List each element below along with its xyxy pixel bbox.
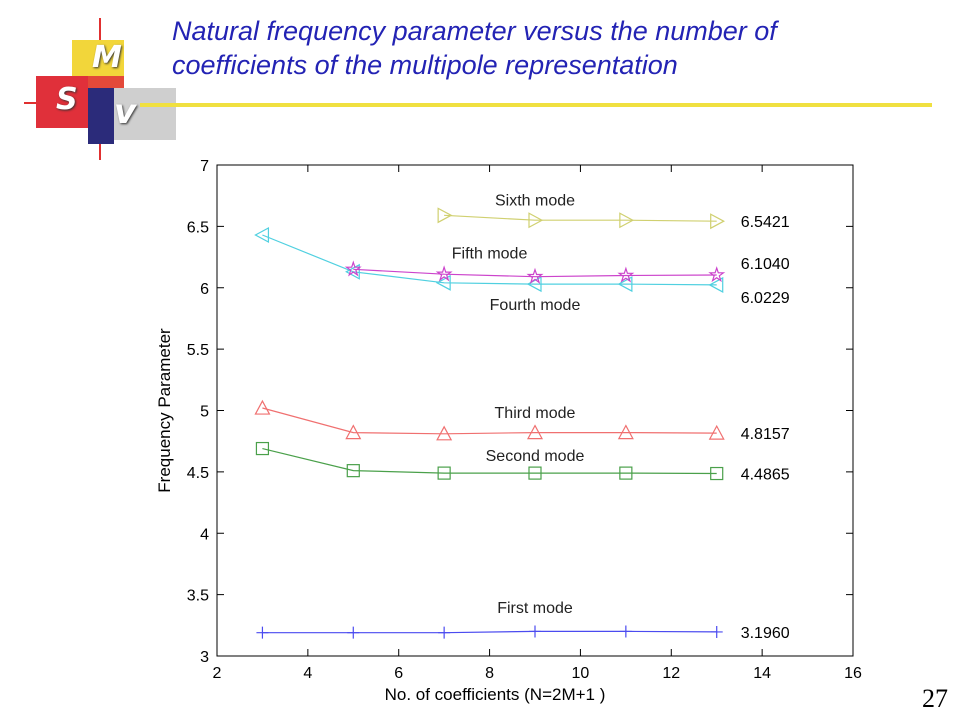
triangle-left-marker	[617, 276, 633, 293]
x-axis-label: No. of coefficients (N=2M+1 )	[385, 685, 606, 704]
triangle-left-marker	[435, 274, 451, 291]
square-marker	[528, 466, 542, 480]
square-marker	[619, 466, 633, 480]
slide-title-line-2: coefficients of the multipole representa…	[172, 50, 678, 80]
triangle-up-marker	[254, 399, 271, 415]
plus-marker	[347, 626, 360, 639]
y-tick-label: 3.5	[187, 588, 209, 605]
y-tick-label: 4	[200, 526, 209, 543]
series-line	[262, 407, 717, 435]
x-tick-label: 2	[213, 665, 222, 682]
frequency-chart: 2 4 6 8 10 12 14 16 3 3.5 4 4.5 5 5.5 6 6.5 7 First mode…	[155, 158, 862, 704]
y-tick-label: 7	[200, 158, 209, 175]
series-name-label: First mode	[497, 600, 573, 617]
star-marker	[617, 266, 635, 283]
triangle-up-marker	[617, 424, 634, 440]
triangle-right-marker	[619, 212, 635, 229]
star-marker	[435, 265, 453, 282]
star-marker	[526, 267, 544, 284]
x-tick-label: 6	[394, 665, 403, 682]
series-name-label: Sixth mode	[495, 193, 575, 210]
series-line	[262, 448, 717, 475]
x-tick-label: 10	[572, 665, 590, 682]
square-marker	[437, 466, 451, 480]
triangle-up-marker	[436, 425, 453, 441]
y-tick-label: 3	[200, 649, 209, 666]
x-tick-label: 4	[303, 665, 312, 682]
square-marker	[255, 441, 270, 456]
series-3	[254, 399, 725, 441]
plus-marker	[256, 626, 269, 639]
y-tick-label: 6.5	[187, 219, 209, 236]
msv-logo	[24, 18, 176, 160]
triangle-right-marker	[437, 207, 453, 224]
title-underline	[140, 103, 932, 107]
slide-title-line-1: Natural frequency parameter versus the n…	[172, 16, 777, 46]
series-2	[255, 441, 724, 481]
y-tick-label: 4.5	[187, 465, 209, 482]
chart-container: 2 4 6 8 10 12 14 16 3 3.5 4 4.5 5 5.5 6 6.5 7 First mode…	[125, 142, 874, 718]
logo-letter-v: V	[114, 92, 137, 132]
triangle-left-marker	[708, 276, 724, 293]
series-line	[262, 234, 717, 286]
triangle-left-marker	[254, 226, 270, 243]
triangle-right-marker	[528, 212, 544, 229]
x-tick-label: 14	[753, 665, 771, 682]
star-marker	[708, 266, 726, 283]
series-name-label: Third mode	[495, 405, 576, 422]
plus-marker	[619, 625, 632, 638]
end-value-label: 3.1960	[741, 625, 790, 642]
series-name-label: Second mode	[486, 448, 585, 465]
plus-marker	[710, 625, 723, 638]
slide-title: Natural frequency parameter versus the n…	[172, 14, 932, 82]
page-number: 27	[922, 684, 948, 713]
logo-letter-s: S	[56, 82, 78, 117]
end-value-label: 4.4865	[741, 467, 790, 484]
end-value-label: 4.8157	[741, 426, 790, 443]
triangle-up-marker	[345, 424, 362, 440]
x-tick-label: 16	[844, 665, 862, 682]
series-6	[437, 207, 725, 230]
y-axis-label: Frequency Parameter	[155, 328, 174, 493]
x-tick-label: 12	[662, 665, 680, 682]
y-tick-label: 5.5	[187, 342, 209, 359]
end-value-label: 6.1040	[741, 256, 790, 273]
series-name-label: Fourth mode	[490, 297, 581, 314]
end-value-label: 6.0229	[741, 290, 790, 307]
series-4	[254, 226, 724, 293]
square-marker	[346, 464, 360, 478]
square-marker	[710, 466, 724, 481]
end-value-label: 6.5421	[741, 214, 790, 231]
series-line	[262, 630, 717, 634]
series-5	[344, 260, 726, 284]
logo-letter-m: M	[92, 40, 122, 75]
star-marker	[344, 260, 362, 277]
triangle-up-marker	[708, 424, 725, 440]
triangle-up-marker	[526, 424, 544, 440]
series-line	[444, 214, 717, 222]
series-1	[256, 625, 723, 639]
x-tick-label: 8	[485, 665, 494, 682]
plus-marker	[438, 626, 451, 639]
y-tick-label: 5	[200, 404, 209, 421]
series-name-label: Fifth mode	[452, 245, 528, 262]
triangle-right-marker	[710, 213, 725, 230]
plus-marker	[529, 625, 541, 638]
y-tick-label: 6	[200, 281, 209, 298]
triangle-left-marker	[345, 263, 360, 280]
series-line	[353, 268, 717, 278]
triangle-left-marker	[526, 276, 542, 293]
